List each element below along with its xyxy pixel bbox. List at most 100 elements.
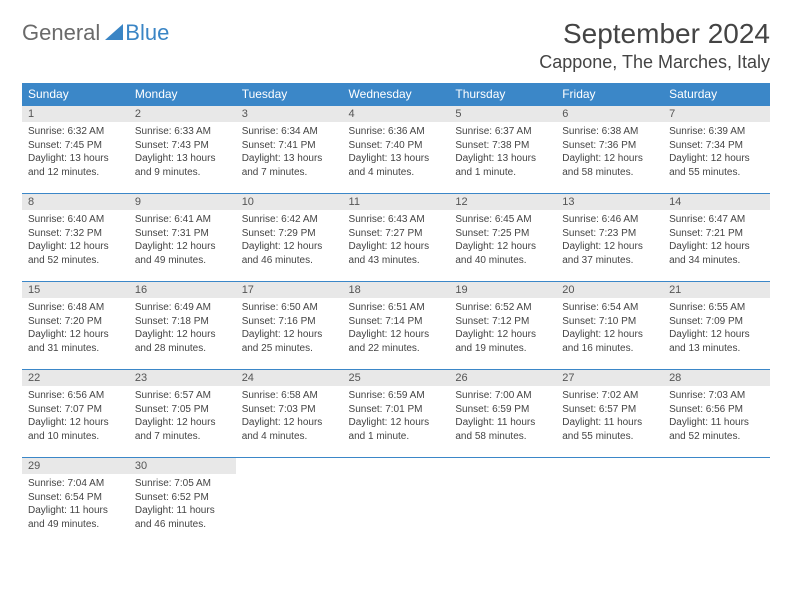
day-body: Sunrise: 6:48 AMSunset: 7:20 PMDaylight:… xyxy=(22,298,129,359)
calendar-row: 8Sunrise: 6:40 AMSunset: 7:32 PMDaylight… xyxy=(22,194,770,282)
day-body: Sunrise: 6:51 AMSunset: 7:14 PMDaylight:… xyxy=(343,298,450,359)
day-number: 11 xyxy=(343,194,450,210)
location-subtitle: Cappone, The Marches, Italy xyxy=(539,52,770,73)
calendar-row: 15Sunrise: 6:48 AMSunset: 7:20 PMDayligh… xyxy=(22,282,770,370)
day-number: 12 xyxy=(449,194,556,210)
day-body: Sunrise: 6:37 AMSunset: 7:38 PMDaylight:… xyxy=(449,122,556,183)
calendar-cell: 5Sunrise: 6:37 AMSunset: 7:38 PMDaylight… xyxy=(449,106,556,194)
calendar-cell: 7Sunrise: 6:39 AMSunset: 7:34 PMDaylight… xyxy=(663,106,770,194)
calendar-cell: 22Sunrise: 6:56 AMSunset: 7:07 PMDayligh… xyxy=(22,370,129,458)
calendar-cell: 19Sunrise: 6:52 AMSunset: 7:12 PMDayligh… xyxy=(449,282,556,370)
day-body: Sunrise: 6:45 AMSunset: 7:25 PMDaylight:… xyxy=(449,210,556,271)
calendar-cell: 25Sunrise: 6:59 AMSunset: 7:01 PMDayligh… xyxy=(343,370,450,458)
day-body: Sunrise: 6:54 AMSunset: 7:10 PMDaylight:… xyxy=(556,298,663,359)
day-number: 2 xyxy=(129,106,236,122)
day-body: Sunrise: 6:58 AMSunset: 7:03 PMDaylight:… xyxy=(236,386,343,447)
day-body: Sunrise: 7:05 AMSunset: 6:52 PMDaylight:… xyxy=(129,474,236,535)
day-number: 19 xyxy=(449,282,556,298)
day-body: Sunrise: 7:00 AMSunset: 6:59 PMDaylight:… xyxy=(449,386,556,447)
day-number: 22 xyxy=(22,370,129,386)
calendar-cell: 15Sunrise: 6:48 AMSunset: 7:20 PMDayligh… xyxy=(22,282,129,370)
weekday-header: Thursday xyxy=(449,83,556,106)
day-body: Sunrise: 6:46 AMSunset: 7:23 PMDaylight:… xyxy=(556,210,663,271)
day-body: Sunrise: 7:03 AMSunset: 6:56 PMDaylight:… xyxy=(663,386,770,447)
day-body: Sunrise: 6:47 AMSunset: 7:21 PMDaylight:… xyxy=(663,210,770,271)
day-body: Sunrise: 6:34 AMSunset: 7:41 PMDaylight:… xyxy=(236,122,343,183)
calendar-cell: 8Sunrise: 6:40 AMSunset: 7:32 PMDaylight… xyxy=(22,194,129,282)
title-block: September 2024 Cappone, The Marches, Ita… xyxy=(539,18,770,73)
calendar-cell xyxy=(663,458,770,546)
day-number: 17 xyxy=(236,282,343,298)
day-number: 6 xyxy=(556,106,663,122)
month-title: September 2024 xyxy=(539,18,770,50)
calendar-cell xyxy=(343,458,450,546)
day-body: Sunrise: 6:32 AMSunset: 7:45 PMDaylight:… xyxy=(22,122,129,183)
day-body: Sunrise: 6:50 AMSunset: 7:16 PMDaylight:… xyxy=(236,298,343,359)
day-number: 20 xyxy=(556,282,663,298)
day-number: 1 xyxy=(22,106,129,122)
calendar-cell: 11Sunrise: 6:43 AMSunset: 7:27 PMDayligh… xyxy=(343,194,450,282)
day-number: 21 xyxy=(663,282,770,298)
weekday-header: Wednesday xyxy=(343,83,450,106)
day-body: Sunrise: 6:41 AMSunset: 7:31 PMDaylight:… xyxy=(129,210,236,271)
day-number: 5 xyxy=(449,106,556,122)
day-number: 16 xyxy=(129,282,236,298)
day-number: 30 xyxy=(129,458,236,474)
day-body: Sunrise: 6:52 AMSunset: 7:12 PMDaylight:… xyxy=(449,298,556,359)
day-body: Sunrise: 6:38 AMSunset: 7:36 PMDaylight:… xyxy=(556,122,663,183)
sail-icon xyxy=(105,24,123,40)
day-number: 28 xyxy=(663,370,770,386)
calendar-cell: 1Sunrise: 6:32 AMSunset: 7:45 PMDaylight… xyxy=(22,106,129,194)
day-number: 18 xyxy=(343,282,450,298)
brand-logo: General Blue xyxy=(22,20,169,46)
day-number: 23 xyxy=(129,370,236,386)
day-body: Sunrise: 6:55 AMSunset: 7:09 PMDaylight:… xyxy=(663,298,770,359)
day-number: 29 xyxy=(22,458,129,474)
day-number: 10 xyxy=(236,194,343,210)
calendar-table: SundayMondayTuesdayWednesdayThursdayFrid… xyxy=(22,83,770,546)
calendar-cell: 21Sunrise: 6:55 AMSunset: 7:09 PMDayligh… xyxy=(663,282,770,370)
weekday-header: Friday xyxy=(556,83,663,106)
calendar-row: 1Sunrise: 6:32 AMSunset: 7:45 PMDaylight… xyxy=(22,106,770,194)
calendar-cell: 13Sunrise: 6:46 AMSunset: 7:23 PMDayligh… xyxy=(556,194,663,282)
day-number: 9 xyxy=(129,194,236,210)
day-body: Sunrise: 6:49 AMSunset: 7:18 PMDaylight:… xyxy=(129,298,236,359)
day-body: Sunrise: 6:59 AMSunset: 7:01 PMDaylight:… xyxy=(343,386,450,447)
day-body: Sunrise: 6:42 AMSunset: 7:29 PMDaylight:… xyxy=(236,210,343,271)
calendar-cell: 24Sunrise: 6:58 AMSunset: 7:03 PMDayligh… xyxy=(236,370,343,458)
calendar-cell: 4Sunrise: 6:36 AMSunset: 7:40 PMDaylight… xyxy=(343,106,450,194)
day-number: 3 xyxy=(236,106,343,122)
day-body: Sunrise: 6:39 AMSunset: 7:34 PMDaylight:… xyxy=(663,122,770,183)
day-body: Sunrise: 6:40 AMSunset: 7:32 PMDaylight:… xyxy=(22,210,129,271)
day-number: 7 xyxy=(663,106,770,122)
calendar-cell: 29Sunrise: 7:04 AMSunset: 6:54 PMDayligh… xyxy=(22,458,129,546)
calendar-cell: 3Sunrise: 6:34 AMSunset: 7:41 PMDaylight… xyxy=(236,106,343,194)
brand-part2: Blue xyxy=(125,20,169,46)
calendar-cell xyxy=(556,458,663,546)
day-body: Sunrise: 7:04 AMSunset: 6:54 PMDaylight:… xyxy=(22,474,129,535)
calendar-cell: 26Sunrise: 7:00 AMSunset: 6:59 PMDayligh… xyxy=(449,370,556,458)
weekday-header: Saturday xyxy=(663,83,770,106)
calendar-cell: 10Sunrise: 6:42 AMSunset: 7:29 PMDayligh… xyxy=(236,194,343,282)
calendar-cell: 23Sunrise: 6:57 AMSunset: 7:05 PMDayligh… xyxy=(129,370,236,458)
calendar-cell: 17Sunrise: 6:50 AMSunset: 7:16 PMDayligh… xyxy=(236,282,343,370)
day-number: 15 xyxy=(22,282,129,298)
day-body: Sunrise: 6:57 AMSunset: 7:05 PMDaylight:… xyxy=(129,386,236,447)
calendar-cell: 9Sunrise: 6:41 AMSunset: 7:31 PMDaylight… xyxy=(129,194,236,282)
calendar-cell: 27Sunrise: 7:02 AMSunset: 6:57 PMDayligh… xyxy=(556,370,663,458)
day-body: Sunrise: 6:43 AMSunset: 7:27 PMDaylight:… xyxy=(343,210,450,271)
day-number: 26 xyxy=(449,370,556,386)
calendar-cell: 12Sunrise: 6:45 AMSunset: 7:25 PMDayligh… xyxy=(449,194,556,282)
calendar-cell: 28Sunrise: 7:03 AMSunset: 6:56 PMDayligh… xyxy=(663,370,770,458)
calendar-cell: 30Sunrise: 7:05 AMSunset: 6:52 PMDayligh… xyxy=(129,458,236,546)
calendar-body: 1Sunrise: 6:32 AMSunset: 7:45 PMDaylight… xyxy=(22,106,770,546)
day-body: Sunrise: 6:33 AMSunset: 7:43 PMDaylight:… xyxy=(129,122,236,183)
calendar-row: 22Sunrise: 6:56 AMSunset: 7:07 PMDayligh… xyxy=(22,370,770,458)
day-number: 14 xyxy=(663,194,770,210)
day-body: Sunrise: 6:56 AMSunset: 7:07 PMDaylight:… xyxy=(22,386,129,447)
weekday-header: Monday xyxy=(129,83,236,106)
day-number: 8 xyxy=(22,194,129,210)
weekday-header: Sunday xyxy=(22,83,129,106)
calendar-cell xyxy=(449,458,556,546)
day-number: 24 xyxy=(236,370,343,386)
